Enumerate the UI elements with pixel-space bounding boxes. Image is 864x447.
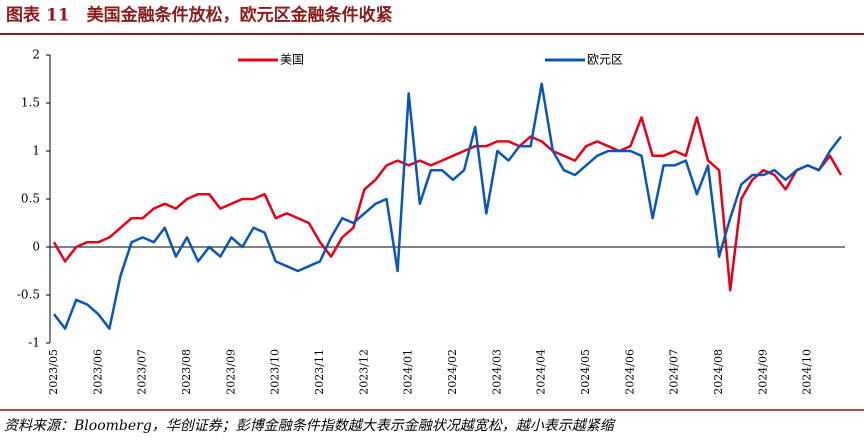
x-tick-label: 2023/12 [357,349,370,395]
x-tick-label: 2023/10 [269,349,282,395]
y-tick-label: 0.5 [21,192,40,206]
x-tick-label: 2024/08 [712,349,725,395]
y-tick-label: 1.5 [21,96,40,110]
x-tick-label: 2023/09 [224,349,237,395]
series-line [53,82,842,330]
x-tick-label: 2023/07 [136,349,149,395]
x-tick-label: 2024/02 [446,349,459,395]
chart-title: 图表 11 美国金融条件放松，欧元区金融条件收紧 [6,5,393,26]
x-tick-label: 2024/06 [623,349,636,395]
x-tick-label: 2024/04 [535,349,548,395]
y-tick-label: 2 [32,48,40,62]
x-tick-label: 2024/07 [668,349,681,395]
y-tick-label: -1 [28,336,40,350]
x-tick-label: 2023/08 [180,349,193,395]
x-tick-label: 2023/06 [91,349,104,395]
x-tick-label: 2024/05 [579,349,592,395]
legend-label: 欧元区 [587,53,623,67]
source: 资料来源：Bloomberg，华创证券；彭博金融条件指数越大表示金融状况越宽松，… [4,418,616,434]
y-tick-label: 0 [32,240,40,254]
y-tick-label: 1 [32,144,40,158]
x-tick-label: 2024/10 [801,349,814,395]
x-tick-label: 2023/05 [47,349,60,395]
x-tick-label: 2023/11 [313,349,326,395]
x-tick-label: 2024/09 [756,349,769,395]
series-line [52,116,843,292]
x-tick-label: 2024/01 [402,349,415,395]
legend-label: 美国 [280,53,304,67]
y-tick-label: -0.5 [17,288,40,302]
x-tick-label: 2024/03 [490,349,503,395]
